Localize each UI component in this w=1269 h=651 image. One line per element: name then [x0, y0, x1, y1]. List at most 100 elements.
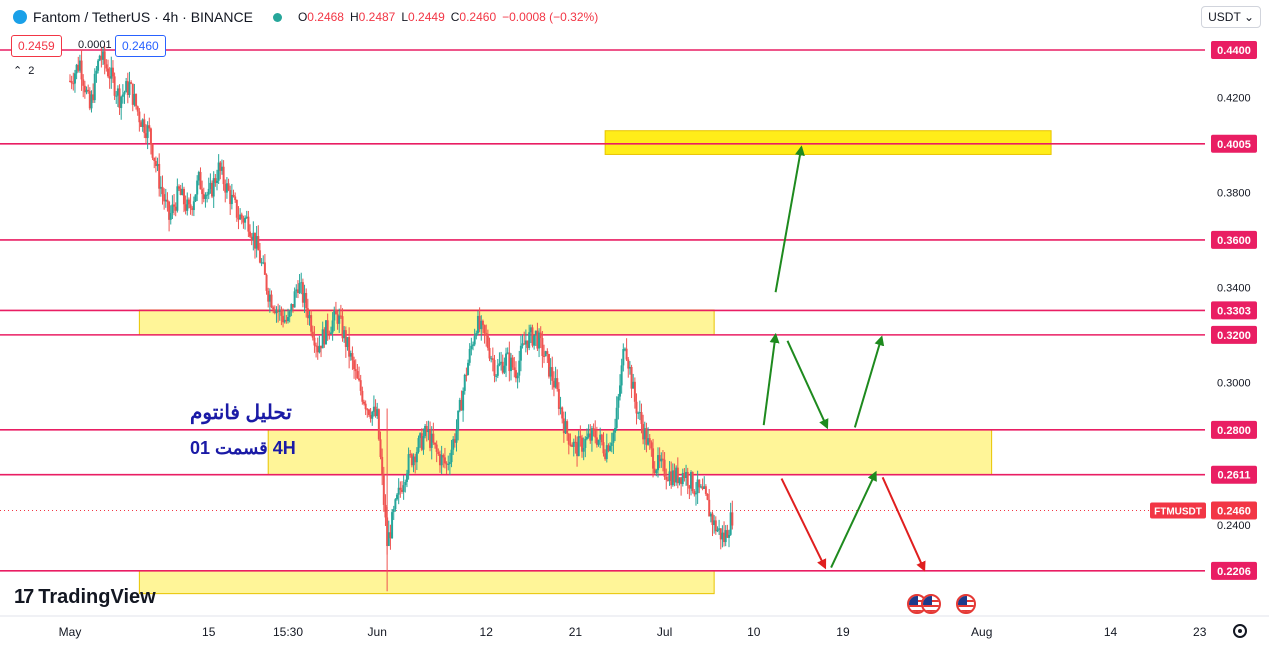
candle-body	[249, 231, 252, 237]
candle-body	[415, 451, 418, 463]
candle-body	[359, 380, 362, 391]
candle-body	[108, 76, 111, 79]
candle-body	[296, 289, 299, 293]
indicators-toggle[interactable]: ⌃ 2	[13, 64, 34, 78]
candle-body	[480, 320, 483, 330]
candle-body	[713, 520, 716, 525]
time-tick-label: May	[59, 625, 82, 639]
candle-body	[206, 194, 209, 196]
candle-body	[369, 414, 372, 419]
candle-body	[323, 329, 326, 345]
candle-body	[605, 445, 608, 460]
time-tick-label: 19	[836, 625, 850, 639]
candle-body	[541, 338, 544, 356]
price-tick-label: 0.3800	[1217, 187, 1251, 199]
levels-layer: 0.4400 0.4005 0.3600 0.3303 0.3200 0.2800 0.26…	[0, 41, 1257, 580]
candle-body	[120, 96, 123, 109]
candle-body	[675, 467, 678, 483]
sell-button[interactable]: 0.2459	[11, 35, 62, 57]
candle-body	[708, 499, 711, 517]
candle-body	[529, 327, 532, 333]
candle-body	[255, 236, 258, 249]
symbol-title[interactable]: Fantom / TetherUS · 4h · BINANCE	[33, 9, 253, 25]
candle-body	[594, 430, 597, 438]
candle-body	[564, 421, 567, 434]
level-price-tag	[1211, 134, 1257, 153]
arrows-layer	[762, 145, 926, 572]
candle-body	[519, 345, 522, 361]
candle-body	[128, 82, 131, 95]
buy-button[interactable]: 0.2460	[115, 35, 166, 57]
candle-body	[270, 294, 273, 308]
candle-body	[615, 407, 618, 428]
analysis-subtitle: 4H قسمت 01	[190, 438, 296, 458]
candle-body	[620, 365, 623, 386]
candle-body	[331, 320, 334, 333]
candle-body	[521, 343, 524, 346]
candle-body	[394, 499, 397, 510]
candle-body	[168, 201, 171, 220]
zones-layer	[138, 130, 1052, 595]
candle-body	[698, 479, 701, 488]
candle-body	[376, 409, 379, 416]
candle-body	[372, 406, 375, 412]
tradingview-logo[interactable]: 17 TradingView	[14, 586, 156, 609]
candle-body	[481, 320, 484, 326]
candle-body	[498, 363, 501, 366]
candle-body	[339, 315, 342, 317]
candle-body	[287, 317, 290, 322]
chevron-down-icon: ⌄	[1243, 10, 1254, 24]
candle-body	[547, 354, 550, 377]
time-axis[interactable]: May 15 15:30 Jun 12 21 Jul 10 19 Aug 14 23	[0, 615, 1269, 639]
candle-body	[440, 455, 443, 466]
candle-body	[293, 291, 296, 308]
candle-body	[706, 493, 709, 500]
candle-body	[351, 353, 354, 361]
price-tick-label: 0.4200	[1217, 92, 1251, 104]
candle-body	[716, 529, 719, 532]
candle-body	[723, 532, 726, 543]
candle-body	[508, 352, 511, 372]
candle-body	[699, 486, 702, 488]
candle-body	[187, 199, 190, 205]
candle-body	[526, 340, 529, 348]
us-event-flag-icon[interactable]	[921, 594, 941, 614]
candle-body	[225, 183, 228, 193]
time-tick-label: Jun	[368, 625, 387, 639]
candle-body	[138, 111, 141, 123]
candle-body	[476, 315, 479, 334]
us-event-flag-icon[interactable]	[956, 594, 976, 614]
last-price-tag	[1211, 501, 1257, 520]
currency-select[interactable]: USDT ⌄	[1201, 6, 1261, 28]
candle-body	[400, 489, 403, 492]
candle-body	[80, 60, 83, 80]
symbol-row[interactable]: Fantom / TetherUS · 4h · BINANCE O0.2468…	[13, 9, 598, 25]
candle-body	[348, 337, 351, 357]
candle-body	[111, 67, 114, 77]
candle-body	[288, 311, 291, 318]
candle-body	[377, 409, 380, 440]
candle-body	[102, 51, 105, 60]
candle-body	[661, 458, 664, 460]
candle-body	[533, 335, 536, 346]
candle-body	[326, 320, 329, 334]
candle-body	[192, 201, 195, 211]
candle-body	[539, 332, 542, 339]
projection-arrow	[780, 478, 827, 570]
candle-body	[181, 188, 184, 196]
price-axis[interactable]: 0.4200 0.3800 0.3400 0.3000 0.2400	[1209, 0, 1269, 651]
candle-body	[191, 208, 194, 211]
candle-body	[450, 449, 453, 463]
candle-body	[159, 186, 162, 189]
settings-gear-icon[interactable]	[1233, 624, 1247, 638]
last-price-label: 0.2460	[1217, 506, 1251, 518]
candle-body	[263, 262, 266, 275]
candle-body	[130, 82, 133, 84]
chevron-up-icon: ⌃	[13, 65, 23, 77]
level-price-tag	[1211, 230, 1257, 249]
candle-body	[488, 347, 491, 359]
ohlc-low: L0.2449	[401, 10, 445, 24]
candle-body	[714, 520, 717, 532]
candle-body	[311, 331, 314, 338]
